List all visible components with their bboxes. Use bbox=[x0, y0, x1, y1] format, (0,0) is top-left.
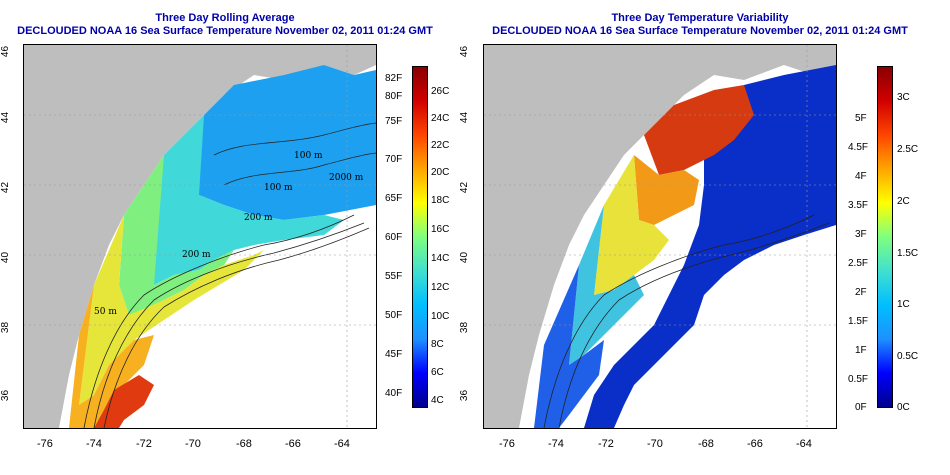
right-lon-64: -64 bbox=[796, 438, 812, 450]
left-lat-42: 42 bbox=[0, 181, 12, 194]
cb-left-c-7: 12C bbox=[431, 282, 450, 293]
cb-left-f-7: 50F bbox=[385, 310, 403, 321]
cb-left-c-8: 10C bbox=[431, 311, 450, 322]
isobath-label-2: 100 m bbox=[264, 183, 293, 193]
sst-blue-gulf bbox=[189, 65, 376, 220]
cb-left-c-1: 24C bbox=[431, 113, 450, 124]
left-lat-40: 40 bbox=[0, 251, 12, 264]
cb-left-f-0: 82F bbox=[385, 73, 403, 84]
right-lat-38: 38 bbox=[459, 321, 471, 334]
cb-left-c-0: 26C bbox=[431, 86, 450, 97]
sst-green bbox=[119, 155, 234, 315]
sst-red bbox=[94, 375, 154, 428]
var-cyan bbox=[569, 205, 644, 365]
right-lon-68: -68 bbox=[698, 438, 714, 450]
land-mass-right bbox=[484, 45, 836, 428]
right-lat-36: 36 bbox=[459, 389, 471, 402]
left-lat-38: 38 bbox=[0, 321, 12, 334]
cb-left-c-3: 20C bbox=[431, 167, 450, 178]
cb-left-f-4: 65F bbox=[385, 193, 403, 204]
left-lon-70: -70 bbox=[185, 438, 201, 450]
left-lon-76: -76 bbox=[37, 438, 53, 450]
cb-right-f-2: 4F bbox=[855, 171, 867, 182]
left-lon-72: -72 bbox=[136, 438, 152, 450]
isobath-label-4: 200 m bbox=[244, 213, 273, 223]
left-map-svg bbox=[24, 45, 376, 428]
left-title-line2: DECLOUDED NOAA 16 Sea Surface Temperatur… bbox=[17, 25, 433, 37]
right-lat-40: 40 bbox=[459, 251, 471, 264]
cb-right-f-8: 1F bbox=[855, 345, 867, 356]
right-lon-76: -76 bbox=[499, 438, 515, 450]
right-lat-42: 42 bbox=[459, 181, 471, 194]
right-title-line1: Three Day Temperature Variability bbox=[611, 12, 789, 24]
cb-right-f-9: 0.5F bbox=[848, 374, 869, 385]
left-title-line1: Three Day Rolling Average bbox=[155, 12, 295, 24]
sst-cyan-shelf bbox=[144, 115, 344, 285]
cb-right-f-10: 0F bbox=[855, 402, 867, 413]
cb-left-f-8: 45F bbox=[385, 349, 403, 360]
cb-left-f-3: 70F bbox=[385, 154, 403, 165]
isobath-label-6: 50 m bbox=[94, 307, 117, 317]
left-lat-36: 36 bbox=[0, 389, 12, 402]
right-lat-44: 44 bbox=[459, 111, 471, 124]
left-colorbar bbox=[412, 66, 428, 408]
right-colorbar bbox=[877, 66, 893, 408]
cb-right-f-7: 1.5F bbox=[848, 316, 869, 327]
right-map bbox=[483, 44, 837, 429]
cb-left-c-5: 16C bbox=[431, 224, 450, 235]
land-mass bbox=[24, 45, 376, 428]
cb-right-c-5: 0.5C bbox=[897, 351, 919, 362]
var-dark-blue bbox=[584, 65, 836, 428]
left-lon-66: -66 bbox=[285, 438, 301, 450]
cb-right-c-3: 1.5C bbox=[897, 248, 919, 259]
cb-left-f-9: 40F bbox=[385, 388, 403, 399]
cb-right-f-5: 2.5F bbox=[848, 258, 869, 269]
cb-left-f-5: 60F bbox=[385, 232, 403, 243]
cb-left-f-1: 80F bbox=[385, 91, 403, 102]
cb-right-c-6: 0C bbox=[897, 402, 910, 413]
cb-left-c-6: 14C bbox=[431, 253, 450, 264]
cb-left-f-2: 75F bbox=[385, 116, 403, 127]
cb-right-c-2: 2C bbox=[897, 196, 910, 207]
cb-left-c-9: 8C bbox=[431, 339, 444, 350]
left-lon-64: -64 bbox=[334, 438, 350, 450]
var-orange bbox=[634, 155, 699, 225]
cb-left-f-6: 55F bbox=[385, 271, 403, 282]
var-yellow bbox=[594, 155, 669, 295]
left-map: 100 m 100 m 2000 m 200 m 200 m 50 m bbox=[23, 44, 377, 429]
cb-right-c-1: 2.5C bbox=[897, 144, 919, 155]
left-lon-68: -68 bbox=[236, 438, 252, 450]
cb-right-f-6: 2F bbox=[855, 287, 867, 298]
cb-left-c-10: 6C bbox=[431, 367, 444, 378]
right-lon-72: -72 bbox=[598, 438, 614, 450]
cb-left-c-4: 18C bbox=[431, 195, 450, 206]
right-lon-66: -66 bbox=[747, 438, 763, 450]
cb-right-c-0: 3C bbox=[897, 92, 910, 103]
cb-right-f-4: 3F bbox=[855, 229, 867, 240]
left-lon-74: -74 bbox=[86, 438, 102, 450]
cb-right-f-0: 5F bbox=[855, 113, 867, 124]
right-lat-46: 46 bbox=[459, 45, 471, 58]
cb-right-f-3: 3.5F bbox=[848, 200, 869, 211]
cb-left-c-2: 22C bbox=[431, 140, 450, 151]
cb-right-f-1: 4.5F bbox=[848, 142, 869, 153]
right-map-svg bbox=[484, 45, 836, 428]
var-red-gulf bbox=[644, 85, 754, 175]
cb-left-c-11: 4C bbox=[431, 395, 444, 406]
left-lat-44: 44 bbox=[0, 111, 12, 124]
isobath-label-1: 100 m bbox=[294, 151, 323, 161]
right-lon-74: -74 bbox=[548, 438, 564, 450]
isobath-label-5: 200 m bbox=[182, 250, 211, 260]
right-lon-70: -70 bbox=[647, 438, 663, 450]
right-title-line2: DECLOUDED NOAA 16 Sea Surface Temperatur… bbox=[492, 25, 908, 37]
cb-right-c-4: 1C bbox=[897, 299, 910, 310]
left-lat-46: 46 bbox=[0, 45, 12, 58]
sst-yellow bbox=[79, 215, 264, 405]
isobath-label-3: 2000 m bbox=[329, 173, 364, 183]
